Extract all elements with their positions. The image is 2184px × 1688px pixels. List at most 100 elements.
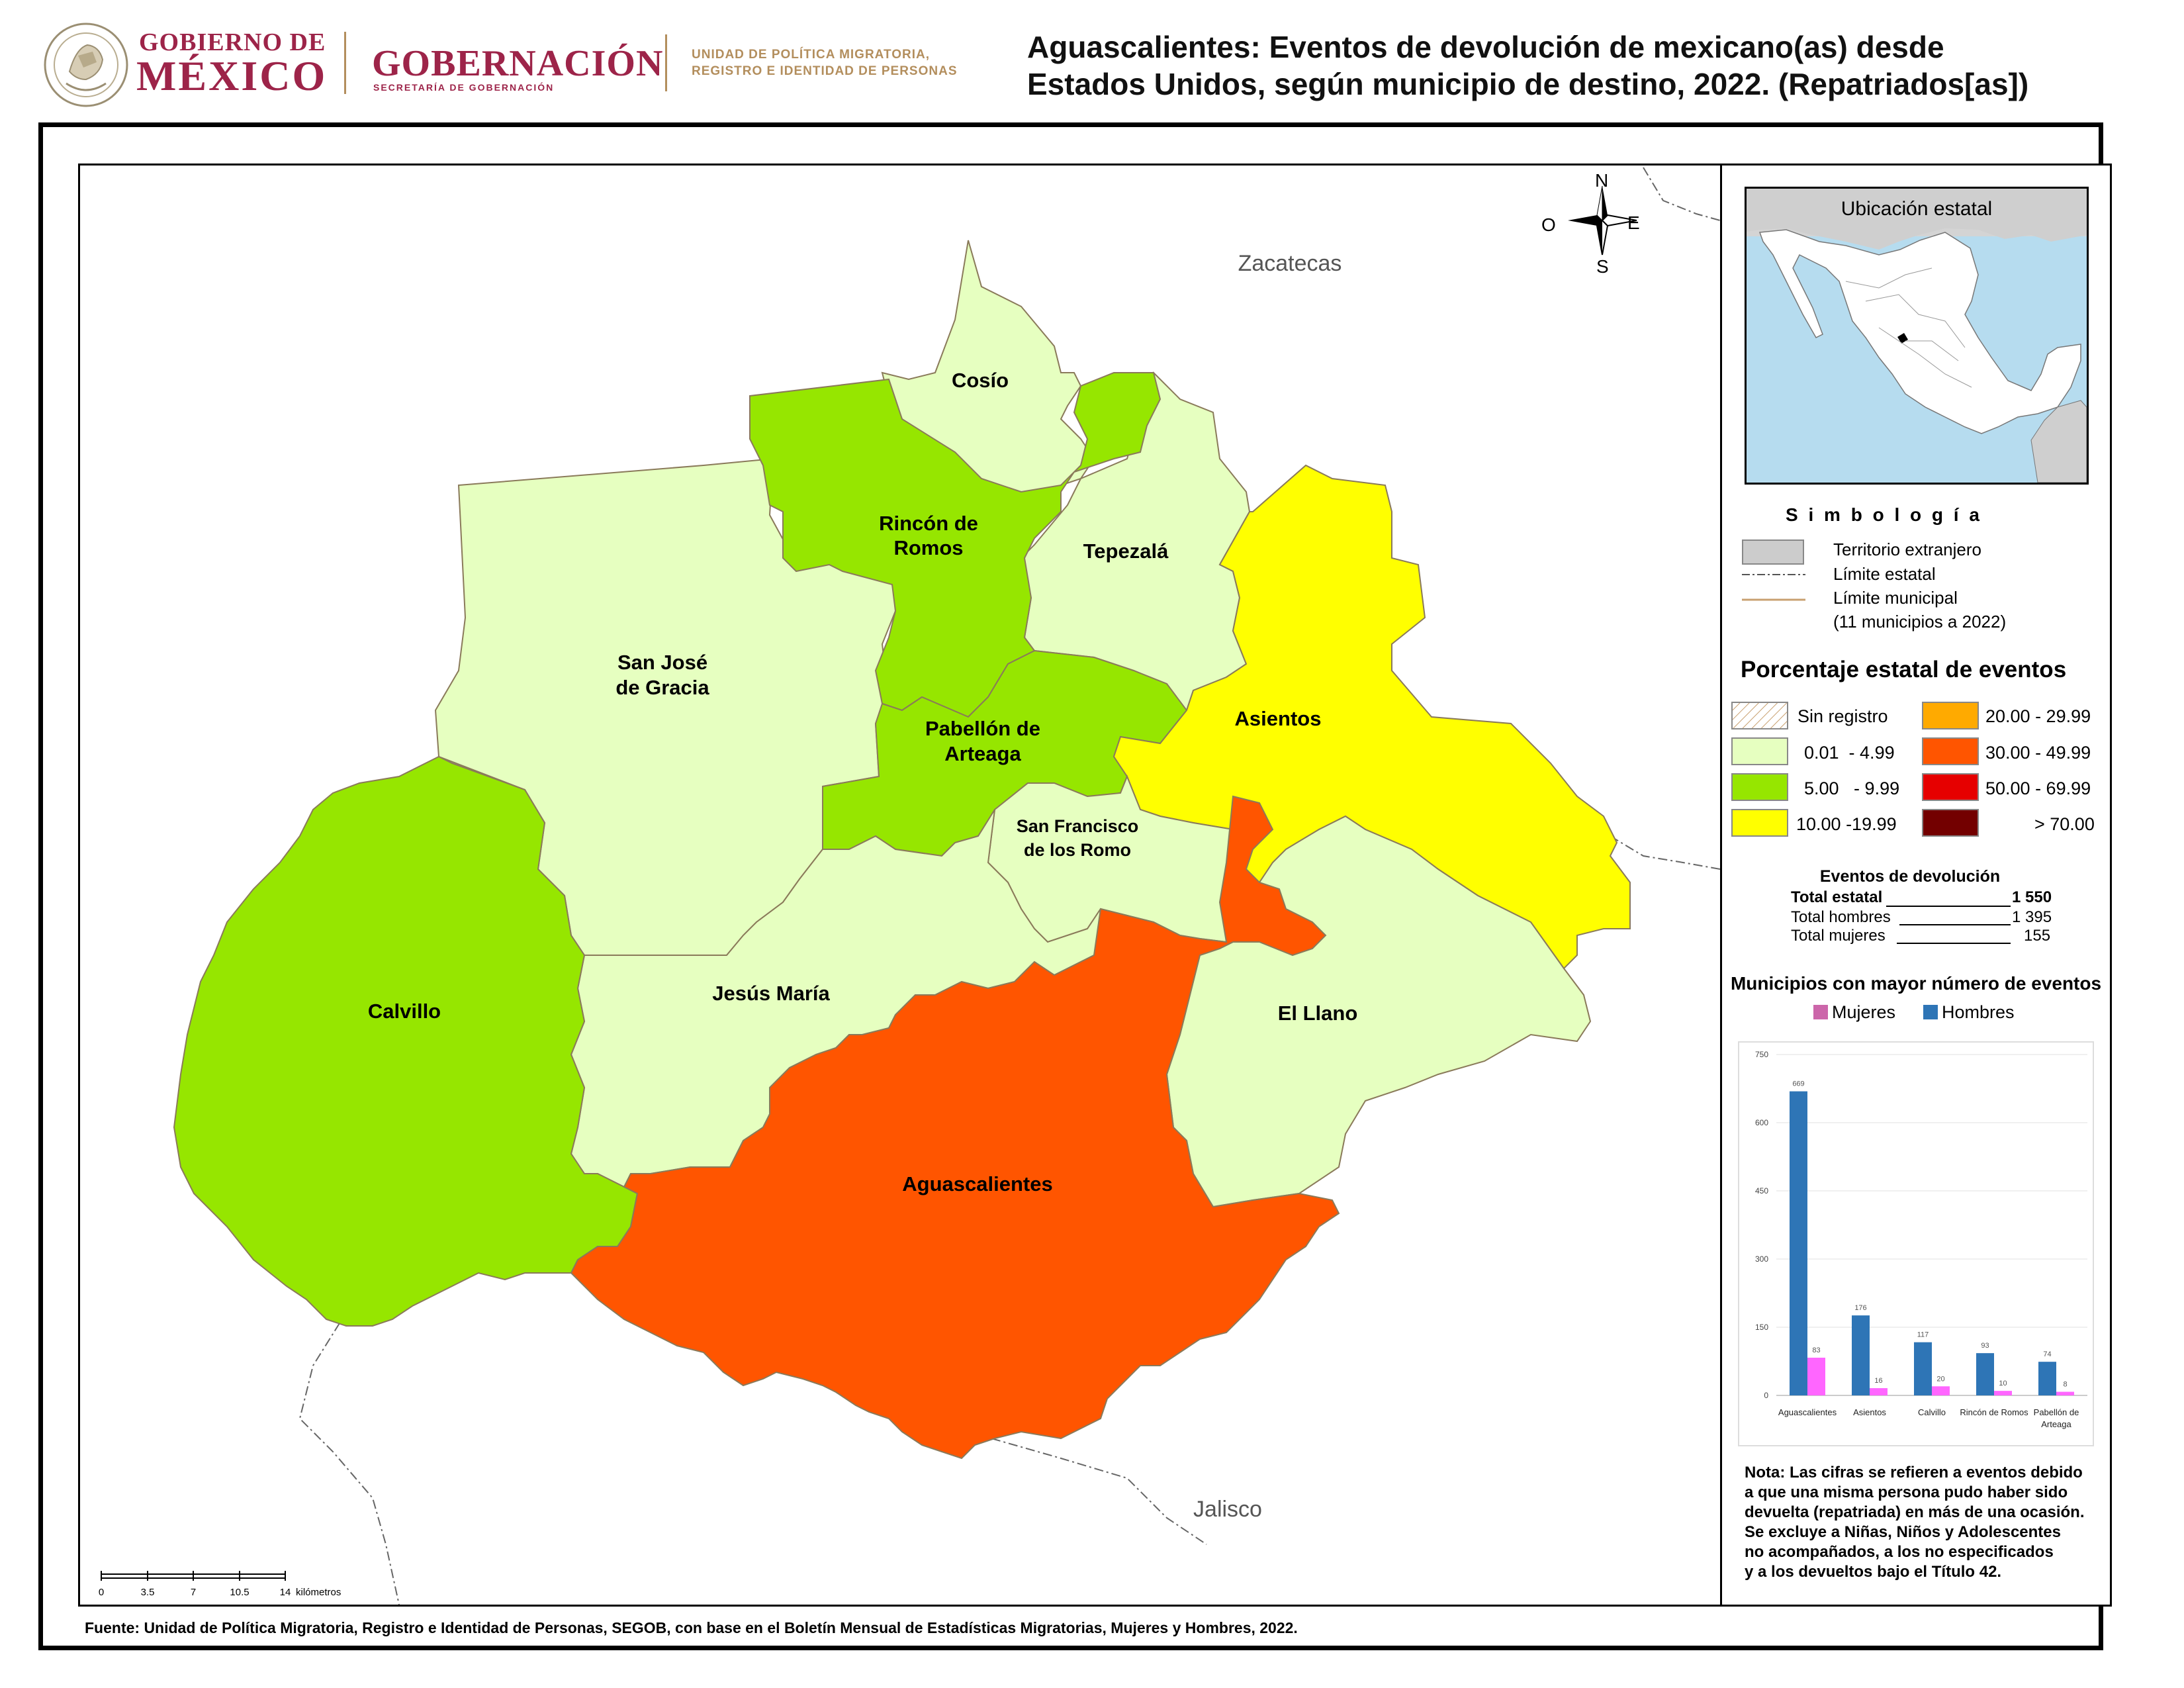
bar-mujeres — [1994, 1391, 2012, 1395]
legend-mujeres-swatch — [1813, 1005, 1828, 1019]
bar-mujeres — [1870, 1388, 1888, 1395]
total-mujeres-leader — [1897, 943, 2011, 944]
data-label: 10 — [1999, 1380, 2007, 1387]
label-jalisco: Jalisco — [1193, 1497, 1262, 1522]
x-tick-label: Aguascalientes — [1778, 1407, 1837, 1417]
bar-mujeres — [1807, 1358, 1825, 1395]
compass-rose-icon — [1568, 185, 1637, 256]
legend-hombres-label: Hombres — [1942, 1002, 2015, 1022]
label-rincon-2: Romos — [893, 536, 963, 559]
municipal-limit-swatch — [1742, 598, 1805, 601]
label-aguascalientes: Aguascalientes — [902, 1172, 1052, 1196]
total-mujeres-label: Total mujeres — [1791, 927, 1886, 945]
scale-tick-1: 3.5 — [141, 1587, 155, 1598]
state-limit-line — [298, 1259, 400, 1605]
mexico-seal-icon — [44, 23, 128, 107]
total-estatal-leader — [1886, 906, 2011, 907]
swatch-class-1 — [1731, 737, 1788, 765]
data-label: 83 — [1812, 1346, 1820, 1354]
compass-w: O — [1541, 214, 1556, 235]
x-tick-label: Rincón de Romos — [1960, 1407, 2028, 1417]
scale-unit: kilómetros — [296, 1587, 341, 1598]
scale-tick-0: 0 — [99, 1587, 104, 1598]
pct-legend-title: Porcentaje estatal de eventos — [1741, 657, 2067, 682]
choropleth-map: Cosío Rincón de Romos Tepezalá San José … — [99, 167, 1720, 1605]
class-label-7: > 70.00 — [2034, 814, 2095, 834]
label-asientos: Asientos — [1235, 707, 1322, 730]
total-estatal-label: Total estatal — [1791, 888, 1883, 906]
header-divider — [344, 32, 346, 94]
note-line-3: devuelta (repatriada) en más de una ocas… — [1745, 1503, 2085, 1521]
map-title-line-2: Estados Unidos, según municipio de desti… — [1027, 67, 2029, 101]
label-elllano: El Llano — [1278, 1002, 1358, 1025]
header: GOBIERNO DE MÉXICO GOBERNACIÓN SECRETARÍ… — [0, 0, 2184, 119]
swatch-sin-registro — [1731, 702, 1788, 729]
source-note: Fuente: Unidad de Política Migratoria, R… — [85, 1619, 1298, 1636]
class-label-1: 0.01 - 4.99 — [1804, 743, 1895, 763]
swatch-class-3 — [1731, 809, 1788, 837]
scale-bar — [101, 1571, 286, 1581]
data-label: 20 — [1936, 1375, 1944, 1383]
scale-tick-4: 14 — [280, 1587, 291, 1598]
secretaria-label: SECRETARÍA DE GOBERNACIÓN — [373, 82, 555, 93]
label-pabellon-1: Pabellón de — [925, 717, 1040, 740]
y-tick-label: 300 — [1755, 1254, 1768, 1264]
totals-title: Eventos de devolución — [1819, 867, 2001, 886]
mexico-label: MÉXICO — [136, 52, 328, 99]
note-line-2: a que una misma persona pudo haber sido — [1745, 1483, 2068, 1501]
label-pabellon-2: Arteaga — [944, 742, 1021, 765]
compass-n: N — [1595, 170, 1608, 191]
data-label: 176 — [1854, 1304, 1866, 1312]
class-label-4: 20.00 - 29.99 — [1985, 706, 2091, 726]
total-hombres-leader — [1899, 924, 2011, 925]
inset-title: Ubicación estatal — [1841, 198, 1993, 220]
swatch-class-2 — [1731, 773, 1788, 801]
y-tick-label: 750 — [1755, 1050, 1768, 1059]
bar-hombres — [1914, 1342, 1932, 1395]
class-label-0: Sin registro — [1797, 706, 1888, 726]
label-cosio: Cosío — [952, 369, 1009, 392]
note-line-6: y a los devueltos bajo el Título 42. — [1745, 1563, 2002, 1581]
class-label-3: 10.00 -19.99 — [1796, 814, 1897, 834]
legend-hombres-swatch — [1923, 1005, 1938, 1019]
y-tick-label: 150 — [1755, 1323, 1768, 1332]
label-sanjose-2: de Gracia — [615, 676, 709, 699]
bar-hombres — [1852, 1315, 1870, 1395]
scale-tick-2: 7 — [191, 1587, 196, 1598]
bar-mujeres — [1932, 1386, 1950, 1395]
label-sanfrancisco-2: de los Romo — [1024, 840, 1131, 860]
data-label: 8 — [2063, 1381, 2067, 1389]
x-tick-label: Arteaga — [2041, 1419, 2071, 1429]
header-divider-2 — [665, 34, 667, 91]
municipality-rincon-de-romos — [749, 372, 1161, 718]
state-limit-line — [1643, 167, 1720, 221]
state-limit-line — [991, 1438, 1207, 1545]
foreign-swatch — [1742, 539, 1804, 565]
swatch-class-5 — [1922, 737, 1979, 765]
data-label: 117 — [1917, 1331, 1929, 1339]
legend-municipal-limit-label: Límite municipal — [1833, 588, 1958, 608]
swatch-class-7 — [1922, 809, 1979, 837]
total-hombres-value: 1 395 — [2012, 908, 2052, 926]
compass-e: E — [1627, 212, 1640, 233]
inset-map: Ubicación estatal — [1745, 187, 2089, 485]
municipality-calvillo — [173, 755, 639, 1327]
gobierno-de-label: GOBIERNO DE — [139, 28, 326, 56]
class-label-2: 5.00 - 9.99 — [1804, 778, 1900, 798]
label-tepezala: Tepezalá — [1083, 539, 1169, 563]
swatch-class-6 — [1922, 773, 1979, 801]
bar-hombres — [2038, 1362, 2056, 1395]
bar-chart: 0 150 300 450 600 750 669 83 Aguascalientes 176 16… — [1755, 1050, 2087, 1429]
map-panel: Cosío Rincón de Romos Tepezalá San José … — [78, 164, 1722, 1607]
legend-title: S i m b o l o g í a — [1786, 504, 1982, 525]
bar-mujeres — [2056, 1391, 2074, 1395]
label-jesusmaria: Jesús María — [712, 982, 830, 1005]
swatch-class-4 — [1922, 702, 1979, 729]
label-rincon-1: Rincón de — [879, 512, 978, 535]
legend-municipal-count: (11 municipios a 2022) — [1833, 612, 2007, 632]
note-line-1: Nota: Las cifras se refieren a eventos d… — [1745, 1464, 2083, 1481]
note-line-5: no acompañados, a los no especificados — [1745, 1543, 2054, 1561]
label-sanjose-1: San José — [617, 651, 707, 674]
chart-title: Municipios con mayor número de eventos — [1730, 973, 2102, 994]
label-calvillo: Calvillo — [368, 1000, 441, 1023]
